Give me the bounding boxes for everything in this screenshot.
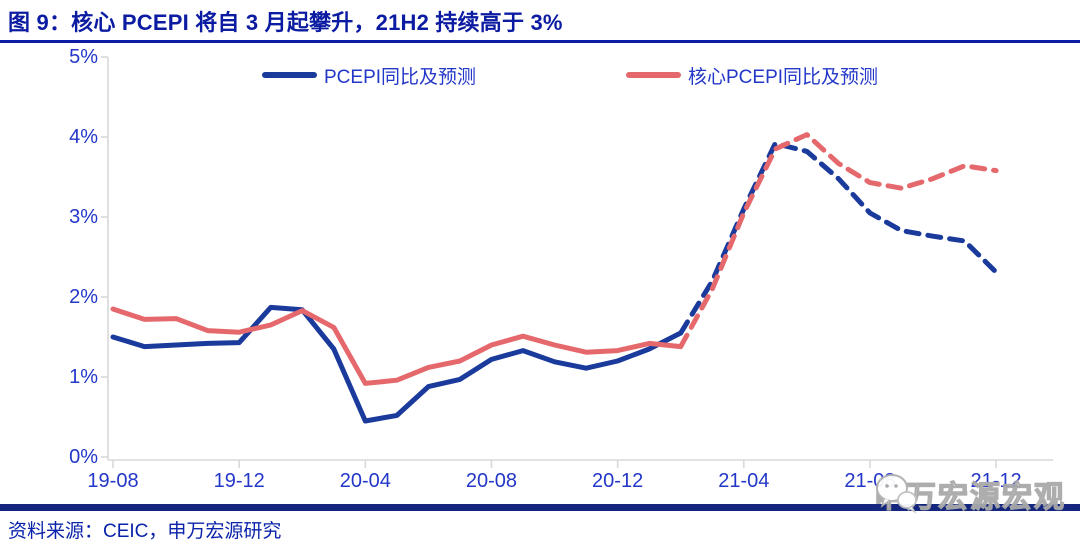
y-axis-label: 3% [69, 206, 98, 228]
chart-title: 图 9：核心 PCEPI 将自 3 月起攀升，21H2 持续高于 3% [8, 10, 563, 35]
x-axis-label: 19-08 [87, 470, 139, 492]
x-axis-label: 21-12 [970, 470, 1022, 492]
x-axis-label: 19-12 [213, 470, 265, 492]
legend-swatch-red [626, 72, 681, 78]
y-axis-label: 2% [69, 286, 98, 308]
x-axis-label: 20-12 [592, 470, 644, 492]
wechat-logo-icon [876, 474, 917, 514]
source-note: 资料来源：CEIC，申万宏源研究 [8, 521, 282, 542]
legend-swatch-navy [262, 72, 317, 78]
legend-item-pcepi: PCEPI同比及预测 [262, 63, 477, 88]
legend-label: 核心PCEPI同比及预测 [688, 66, 879, 88]
x-axis-label: 20-08 [465, 470, 518, 492]
x-axis-label: 20-04 [339, 470, 391, 492]
y-axis-label: 1% [69, 366, 98, 388]
bottom-divider-bar [0, 504, 1080, 511]
y-axis-label: 0% [69, 446, 98, 468]
legend-item-core-pcepi: 核心PCEPI同比及预测 [626, 63, 879, 88]
y-axis-label: 5% [69, 46, 98, 68]
watermark: 申万宏源宏观 [873, 472, 1066, 516]
legend-label: PCEPI同比及预测 [324, 66, 477, 88]
title-underline [0, 40, 1080, 43]
x-axis-label: 21-04 [718, 470, 770, 492]
y-axis-label: 4% [69, 126, 98, 148]
